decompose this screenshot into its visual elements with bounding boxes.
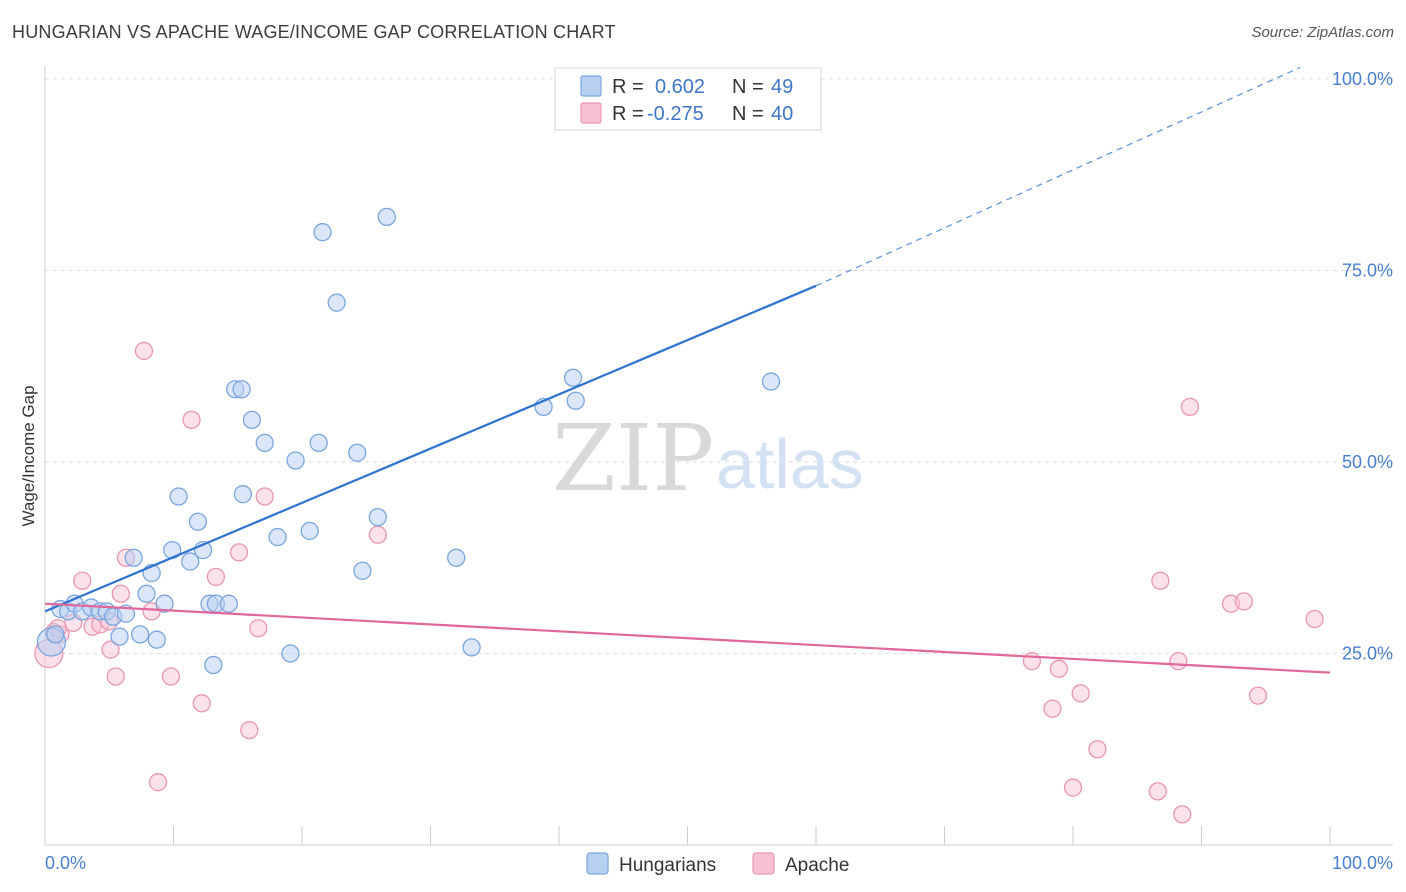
y-axis-title: Wage/Income Gap — [19, 385, 38, 526]
apache-point — [1088, 740, 1107, 759]
series-legend-label-apache: Apache — [785, 855, 849, 876]
apache-point — [1305, 609, 1324, 629]
apache-point — [240, 720, 259, 740]
hungarian-point — [327, 293, 346, 312]
grid-lines — [45, 78, 1393, 654]
hungarian-point — [233, 485, 253, 504]
legend-r-label-apache: R = — [612, 103, 644, 125]
hungarian-point — [268, 527, 287, 547]
legend-swatch-apache — [580, 102, 602, 124]
legend-n-label-hungarians: N = — [732, 76, 764, 98]
apache-point — [192, 694, 211, 713]
apache-point — [229, 543, 249, 562]
hungarian-points — [36, 207, 781, 675]
legend-swatch-hungarians — [580, 75, 602, 97]
hungarian-point — [242, 410, 262, 430]
apache-point — [1169, 652, 1188, 671]
watermark-zip: ZIP — [552, 405, 714, 512]
hungarian-trend-extension — [815, 66, 1301, 287]
series-legend-swatch-apache — [752, 852, 775, 875]
apache-point — [1071, 684, 1090, 703]
watermark-atlas: atlas — [716, 425, 864, 503]
apache-point — [206, 567, 226, 587]
x-tick-label: 0.0% — [45, 853, 86, 873]
series-legend-label-hungarians: Hungarians — [619, 855, 716, 876]
hungarian-point — [188, 512, 208, 531]
series-legend: Hungarians Apache — [586, 852, 849, 876]
apache-point — [111, 584, 130, 603]
hungarian-point — [300, 521, 319, 541]
apache-point — [255, 487, 274, 506]
hungarian-trend-line — [44, 284, 817, 613]
trend-lines — [44, 66, 1331, 674]
hungarian-point — [46, 625, 65, 644]
series-legend-swatch-hungarians — [586, 852, 609, 875]
apache-point — [134, 341, 154, 361]
hungarian-point — [124, 548, 143, 567]
stats-legend: R = 0.602 N = 49 R = -0.275 N = 40 — [554, 67, 822, 131]
apache-point — [1022, 652, 1042, 671]
hungarian-point — [130, 625, 150, 644]
hungarian-point — [309, 433, 328, 453]
hungarian-point — [181, 552, 200, 571]
hungarian-point — [110, 627, 129, 646]
apache-point — [1148, 782, 1167, 801]
y-tick-label: 25.0% — [1342, 644, 1393, 664]
apache-point — [1063, 778, 1083, 797]
legend-r-value-apache: -0.275 — [647, 103, 704, 125]
apache-point — [249, 619, 268, 638]
apache-point — [1043, 699, 1062, 718]
hungarian-point — [219, 594, 238, 613]
hungarian-point — [368, 508, 387, 527]
x-tick-label: 100.0% — [1332, 853, 1393, 873]
hungarian-point — [281, 644, 300, 663]
apache-point — [1234, 592, 1254, 611]
hungarian-point — [116, 604, 136, 623]
hungarian-point — [761, 372, 781, 391]
axes — [44, 66, 1393, 846]
hungarian-point — [169, 487, 188, 506]
hungarian-point — [348, 443, 367, 462]
legend-n-value-apache: 40 — [771, 103, 793, 125]
hungarian-point — [137, 584, 156, 603]
hungarian-point — [255, 433, 274, 453]
apache-point — [1049, 659, 1069, 678]
apache-point — [1173, 805, 1192, 824]
hungarian-point — [204, 655, 223, 675]
source-label: Source: ZipAtlas.com — [1251, 24, 1394, 41]
apache-point — [1151, 571, 1170, 590]
legend-r-label-hungarians: R = — [612, 76, 644, 98]
hungarian-point — [232, 380, 251, 399]
y-tick-label: 50.0% — [1342, 452, 1393, 472]
hungarian-point — [462, 638, 481, 657]
apache-point — [161, 667, 181, 686]
hungarian-point — [377, 207, 396, 227]
apache-point — [148, 773, 168, 792]
apache-point — [101, 640, 120, 659]
hungarian-point — [155, 594, 174, 613]
legend-r-value-hungarians: 0.602 — [655, 76, 705, 98]
apache-point — [73, 571, 92, 590]
y-tick-label: 75.0% — [1342, 261, 1393, 281]
hungarian-point — [563, 368, 583, 387]
legend-n-value-hungarians: 49 — [771, 76, 793, 98]
apache-point — [1248, 686, 1268, 705]
hungarian-point — [353, 561, 372, 580]
apache-point — [182, 410, 201, 430]
hungarian-point — [286, 451, 305, 470]
apache-point — [1180, 397, 1200, 416]
chart-title: HUNGARIAN VS APACHE WAGE/INCOME GAP CORR… — [12, 22, 616, 42]
hungarian-point — [566, 391, 585, 410]
apache-point — [368, 525, 387, 544]
hungarian-point — [313, 223, 332, 242]
hungarian-point — [447, 548, 466, 567]
apache-point — [106, 667, 125, 686]
y-tick-label: 100.0% — [1332, 69, 1393, 89]
hungarian-point — [147, 630, 166, 649]
tick-labels: 25.0% 50.0% 75.0% 100.0% 0.0% 100.0% — [45, 69, 1393, 873]
legend-n-label-apache: N = — [732, 103, 764, 125]
apache-trend-line — [44, 602, 1331, 674]
